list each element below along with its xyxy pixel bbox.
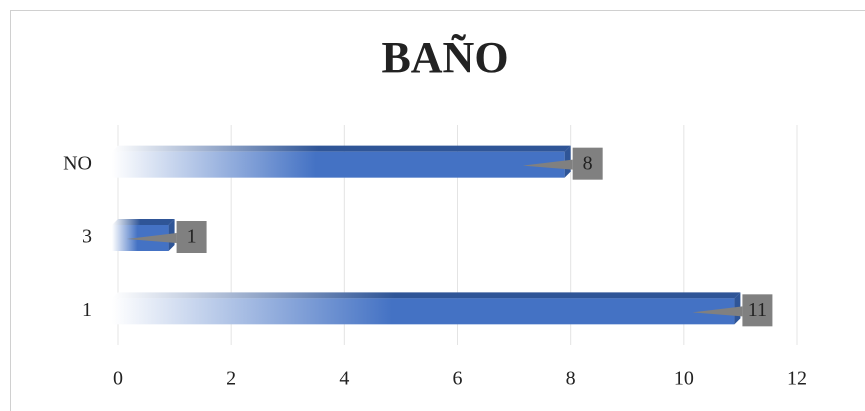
label-pointer	[692, 306, 743, 317]
bar-top	[112, 145, 571, 152]
x-tick-label: 2	[226, 368, 236, 390]
data-label: 11	[748, 299, 767, 321]
label-pointer	[522, 159, 573, 170]
chart-frame	[10, 10, 865, 411]
label-box	[176, 221, 207, 253]
y-tick-label: 3	[82, 226, 92, 248]
data-label: 8	[583, 152, 593, 174]
chart-title: BAÑO	[381, 33, 508, 82]
x-tick-label: 0	[113, 368, 123, 390]
bar	[112, 151, 565, 178]
y-tick-label: NO	[63, 152, 92, 174]
x-tick-label: 8	[566, 368, 576, 390]
bar-top	[112, 292, 741, 299]
data-label: 1	[187, 226, 197, 248]
label-box	[572, 147, 603, 180]
x-tick-label: 12	[787, 368, 807, 390]
x-tick-label: 10	[674, 368, 694, 390]
bar-top	[112, 219, 175, 225]
label-box	[742, 294, 773, 327]
y-tick-label: 1	[82, 299, 92, 321]
label-pointer	[126, 233, 177, 243]
x-tick-label: 6	[453, 368, 463, 390]
x-tick-label: 4	[339, 368, 349, 390]
bar	[112, 298, 735, 325]
